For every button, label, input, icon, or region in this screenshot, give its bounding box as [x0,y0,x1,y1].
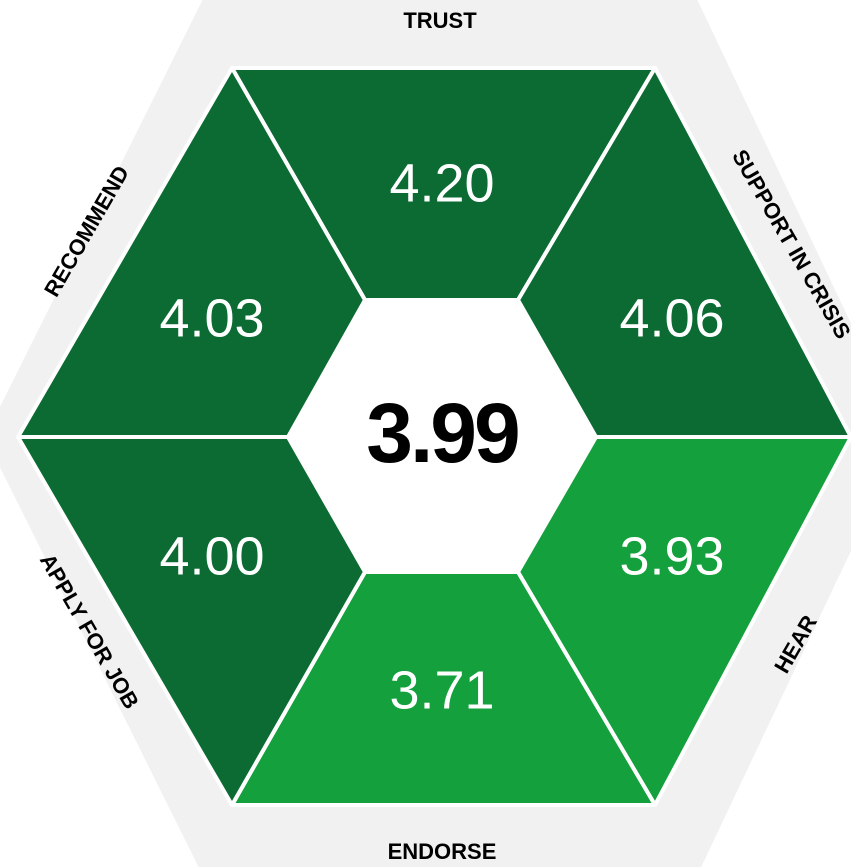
category-label: TRUST [403,8,477,33]
value-label: 4.03 [159,288,264,348]
center-value: 3.99 [366,386,518,480]
value-label: 3.93 [619,526,724,586]
center-hexagon [288,300,596,572]
value-label: 4.06 [619,288,724,348]
value-label: 4.20 [389,153,494,213]
value-label: 3.71 [389,660,494,720]
category-label: ENDORSE [388,839,497,864]
value-label: 4.00 [159,526,264,586]
